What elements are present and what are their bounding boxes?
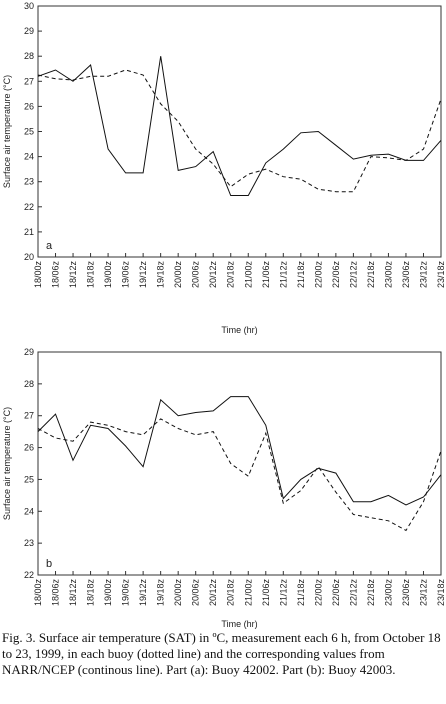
x-tick-label: 19/12z <box>138 261 148 289</box>
y-tick-label: 24 <box>24 152 34 162</box>
x-tick-label: 21/00z <box>243 579 253 607</box>
x-tick-label: 18/00z <box>33 261 43 289</box>
x-tick-label: 18/12z <box>68 261 78 289</box>
x-tick-label: 21/18z <box>296 579 306 607</box>
y-tick-label: 22 <box>24 202 34 212</box>
y-tick-label: 25 <box>24 127 34 137</box>
y-tick-label: 30 <box>24 1 34 11</box>
y-tick-label: 25 <box>24 474 34 484</box>
x-tick-label: 18/18z <box>86 579 96 607</box>
y-tick-label: 28 <box>24 379 34 389</box>
plot-frame <box>37 351 442 576</box>
x-tick-label: 20/00z <box>173 261 183 289</box>
x-tick-label: 23/00z <box>383 579 393 607</box>
x-tick-label: 23/00z <box>383 261 393 289</box>
x-tick-label: 21/12z <box>278 579 288 607</box>
y-tick-label: 20 <box>24 252 34 262</box>
x-tick-label: 19/06z <box>121 579 131 607</box>
x-axis-title: Time (hr) <box>221 325 257 335</box>
x-tick-label: 20/18z <box>226 579 236 607</box>
x-tick-label: 18/12z <box>68 579 78 607</box>
x-tick-label: 18/18z <box>86 261 96 289</box>
chart-panel-a: 20 21 22 23 24 25 26 27 28 29 30 18/00z 18/06z 18/12z… <box>2 1 446 335</box>
x-tick-label: 23/12z <box>418 579 428 607</box>
y-axis-title: Surface air temperature (°C) <box>2 407 12 520</box>
x-tick-label: 22/18z <box>366 579 376 607</box>
x-tick-label: 21/12z <box>278 261 288 289</box>
x-tick-label: 19/18z <box>156 579 166 607</box>
x-tick-label: 20/06z <box>191 261 201 289</box>
y-tick-label: 23 <box>24 177 34 187</box>
x-tick-label: 22/18z <box>366 261 376 289</box>
series-line-narr <box>37 56 442 196</box>
series-line-buoy <box>37 418 442 532</box>
y-tick-label: 24 <box>24 506 34 516</box>
x-tick-label: 21/18z <box>296 261 306 289</box>
x-tick-label: 20/12z <box>208 579 218 607</box>
panel-label: a <box>46 240 53 252</box>
y-tick-label: 27 <box>24 411 34 421</box>
x-tick-label: 20/18z <box>226 261 236 289</box>
x-tick-label: 19/18z <box>156 261 166 289</box>
y-tick-label: 26 <box>24 101 34 111</box>
x-tick-label: 18/06z <box>51 261 61 289</box>
x-tick-label: 20/06z <box>191 579 201 607</box>
y-axis-title: Surface air temperature (°C) <box>2 75 12 188</box>
y-tick-label: 21 <box>24 227 34 237</box>
chart-panel-b: 22 23 24 25 26 27 28 29 18/00z 18/06z 18/12z 18/18z… <box>2 347 446 629</box>
x-tick-label: 22/00z <box>313 579 323 607</box>
x-tick-label: 21/06z <box>261 261 271 289</box>
y-tick-label: 29 <box>24 347 34 357</box>
x-tick-label: 20/00z <box>173 579 183 607</box>
x-tick-label: 22/00z <box>313 261 323 289</box>
figure-caption: Fig. 3. Surface air temperature (SAT) in… <box>2 630 441 677</box>
x-tick-label: 19/00z <box>103 579 113 607</box>
x-tick-label: 23/18z <box>436 579 446 607</box>
x-tick-label: 19/06z <box>121 261 131 289</box>
x-tick-label: 22/06z <box>331 261 341 289</box>
x-tick-label: 19/12z <box>138 579 148 607</box>
series-line-buoy <box>37 69 442 193</box>
x-tick-label: 22/12z <box>348 261 358 289</box>
x-tick-label: 19/00z <box>103 261 113 289</box>
x-tick-label: 20/12z <box>208 261 218 289</box>
y-tick-label: 23 <box>24 538 34 548</box>
x-tick-label: 21/06z <box>261 579 271 607</box>
x-tick-label: 23/18z <box>436 261 446 289</box>
panel-label: b <box>46 558 52 570</box>
plot-frame <box>37 5 442 258</box>
y-tick-label: 29 <box>24 26 34 36</box>
x-tick-label: 18/06z <box>51 579 61 607</box>
y-tick-label: 26 <box>24 443 34 453</box>
series-line-narr <box>37 396 442 506</box>
x-tick-label: 23/12z <box>418 261 428 289</box>
x-axis-title: Time (hr) <box>221 619 257 629</box>
y-tick-label: 22 <box>24 570 34 580</box>
x-tick-label: 22/12z <box>348 579 358 607</box>
y-tick-label: 28 <box>24 51 34 61</box>
x-tick-label: 23/06z <box>401 579 411 607</box>
y-tick-label: 27 <box>24 76 34 86</box>
x-tick-label: 23/06z <box>401 261 411 289</box>
x-tick-label: 22/06z <box>331 579 341 607</box>
x-tick-label: 18/00z <box>33 579 43 607</box>
x-tick-label: 21/00z <box>243 261 253 289</box>
